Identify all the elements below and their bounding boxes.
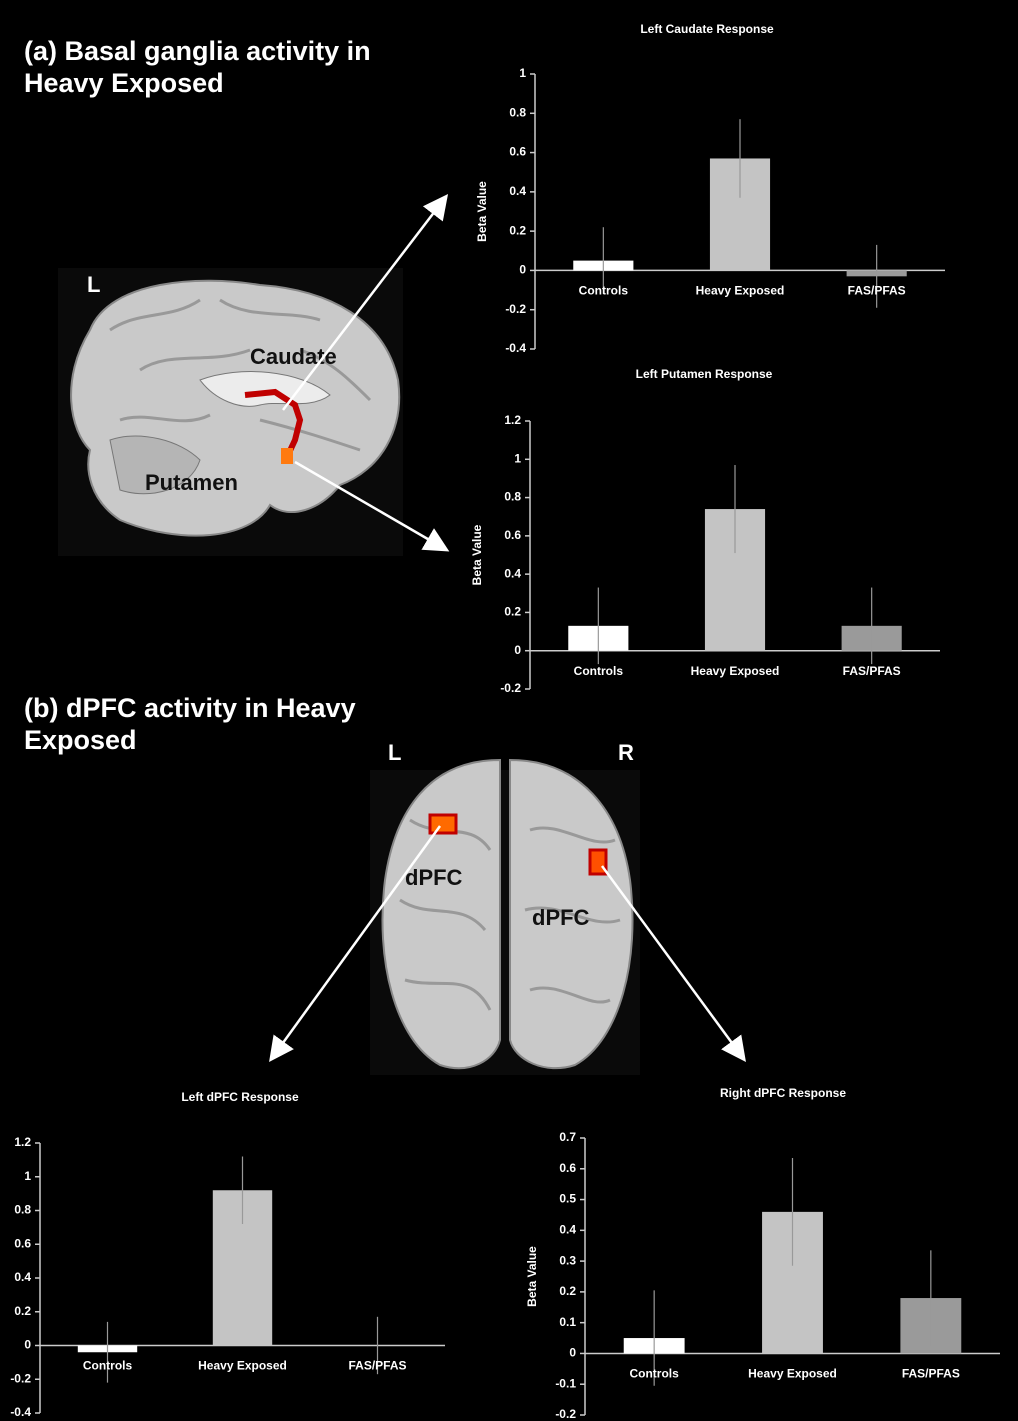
region-label: Putamen [145,470,238,495]
y-tick-label: 0.4 [509,184,526,198]
x-tick-label: FAS/PFAS [848,284,906,298]
y-tick-label: 1 [24,1169,31,1183]
panel-a-title: Heavy Exposed [24,68,224,98]
y-tick-label: 0.6 [559,1161,576,1175]
y-tick-label: 0.2 [14,1304,31,1318]
y-tick-label: 0.4 [14,1270,31,1284]
y-tick-label: 1.2 [14,1135,31,1149]
x-tick-label: Heavy Exposed [198,1359,287,1373]
y-tick-label: 1 [514,451,521,465]
side-label: L [87,272,100,297]
side-label: R [618,740,634,765]
y-tick-label: -0.4 [10,1405,31,1419]
x-tick-label: Heavy Exposed [691,664,780,678]
y-axis-label: Beta Value [475,181,489,242]
y-tick-label: 0 [569,1346,576,1360]
y-tick-label: 0.8 [504,490,521,504]
x-tick-label: FAS/PFAS [902,1367,960,1381]
y-tick-label: 0.6 [509,145,526,159]
chart-title: Left Putamen Response [636,367,773,381]
y-tick-label: 0.2 [509,223,526,237]
y-tick-label: 0.5 [559,1192,576,1206]
y-axis-label: Beta Value [470,524,484,585]
region-label: dPFC [405,865,463,890]
figure: (a) Basal ganglia activity in Heavy Expo… [0,0,1018,1421]
y-tick-label: -0.4 [505,341,526,355]
y-tick-label: 0.1 [559,1315,576,1329]
y-tick-label: -0.2 [555,1407,576,1421]
y-tick-label: 0.2 [559,1284,576,1298]
x-tick-label: Controls [579,284,629,298]
x-tick-label: Heavy Exposed [748,1367,837,1381]
panel-b-title: Exposed [24,725,137,755]
y-tick-label: 0.7 [559,1130,576,1144]
panel-a-title: (a) Basal ganglia activity in [24,36,371,66]
y-tick-label: 0.4 [504,566,521,580]
y-tick-label: -0.2 [10,1371,31,1385]
x-tick-label: FAS/PFAS [843,664,901,678]
y-tick-label: 0.3 [559,1253,576,1267]
y-tick-label: 0 [514,643,521,657]
y-tick-label: -0.2 [505,302,526,316]
y-tick-label: 1.2 [504,413,521,427]
y-tick-label: 0.2 [504,605,521,619]
x-tick-label: Controls [83,1359,133,1373]
chart-title: Left dPFC Response [181,1090,299,1104]
axial-brain: L R dPFC dPFC [370,740,640,1075]
y-tick-label: 0.8 [509,105,526,119]
y-tick-label: 0.6 [14,1236,31,1250]
x-tick-label: Heavy Exposed [696,284,785,298]
y-tick-label: 0 [24,1338,31,1352]
y-axis-label: Beta Value [525,1246,539,1307]
x-tick-label: Controls [629,1367,679,1381]
chart-title: Left Caudate Response [640,22,774,36]
x-tick-label: FAS/PFAS [348,1359,406,1373]
y-tick-label: 0.8 [14,1203,31,1217]
y-tick-label: 0 [519,263,526,277]
y-tick-label: -0.2 [500,681,521,695]
y-tick-label: 0.4 [559,1223,576,1237]
chart-title: Right dPFC Response [720,1086,846,1100]
region-label: dPFC [532,905,590,930]
panel-b-title: (b) dPFC activity in Heavy [24,693,356,723]
y-tick-label: 0.6 [504,528,521,542]
y-tick-label: -0.1 [555,1376,576,1390]
side-label: L [388,740,401,765]
sagittal-brain: L Caudate Putamen [58,268,403,556]
x-tick-label: Controls [574,664,624,678]
y-tick-label: 1 [519,66,526,80]
